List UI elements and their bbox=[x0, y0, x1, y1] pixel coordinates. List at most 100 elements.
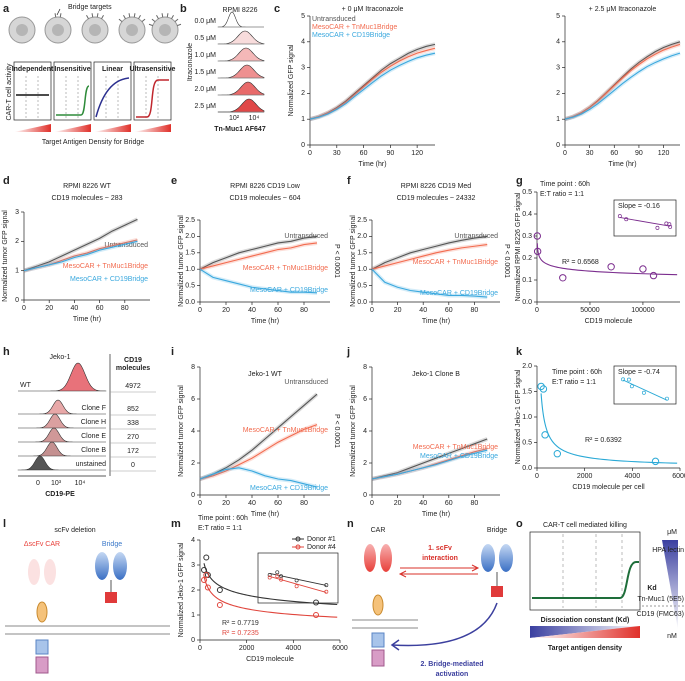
mode-frame bbox=[13, 61, 52, 121]
panel-letter: c bbox=[274, 3, 280, 15]
step2: 2. Bridge-mediated bbox=[420, 661, 483, 668]
y-tick-label: 0.0 bbox=[522, 465, 532, 472]
unit: μM bbox=[667, 529, 677, 536]
mode-title: Independent bbox=[12, 66, 54, 73]
x-tick-label: 40 bbox=[71, 305, 79, 312]
line bbox=[309, 47, 436, 120]
x-tick-label: 0 bbox=[198, 645, 202, 652]
legend-entry: MesoCAR + CD19Bridge bbox=[420, 453, 498, 460]
x-label: CD19 molecule per cell bbox=[572, 484, 645, 491]
x-tick-label: 0 bbox=[198, 500, 202, 507]
line bbox=[199, 242, 318, 270]
inset-point bbox=[324, 589, 329, 594]
inset-point bbox=[626, 377, 631, 382]
nucleus bbox=[16, 24, 28, 36]
guides bbox=[145, 76, 159, 120]
mode-title: Insensitive bbox=[54, 66, 90, 73]
panel-letter: n bbox=[347, 518, 354, 530]
y-tick-label: 0.0 bbox=[522, 299, 532, 306]
legend-entry: Untransduced bbox=[104, 242, 148, 249]
bridge-domain bbox=[95, 552, 109, 580]
panel-letter: l bbox=[3, 518, 6, 530]
ligand: Tn-Muc1 (5E5) bbox=[637, 596, 684, 603]
legend-entry: Untransduced bbox=[454, 233, 498, 240]
y-tick-label: 2.0 bbox=[185, 233, 195, 240]
inset-point bbox=[621, 377, 625, 382]
x-tick-label: 80 bbox=[300, 307, 308, 314]
legend-entry: MesoCAR + TnMuc1Bridge bbox=[413, 444, 498, 451]
histogram bbox=[217, 98, 265, 113]
chart-subtitle: CD19 molecules ~ 604 bbox=[229, 195, 300, 202]
legend-entry: MesoCAR + CD19Bridge bbox=[250, 485, 328, 492]
annotation: Time point : 60h bbox=[198, 515, 248, 522]
bridge-tag bbox=[105, 592, 117, 603]
y-tick-label: 0.5 bbox=[522, 439, 532, 446]
guides bbox=[65, 76, 79, 120]
legend-entry: MesoCAR + CD19Bridge bbox=[250, 287, 328, 294]
x-tick-label: 0 bbox=[370, 500, 374, 507]
target bbox=[148, 23, 153, 27]
point bbox=[651, 457, 660, 466]
point bbox=[559, 274, 567, 282]
y-tick-label: 2.5 bbox=[357, 217, 367, 224]
legend-entry: Untransduced bbox=[284, 233, 328, 240]
car-label: CAR bbox=[371, 527, 386, 534]
histogram bbox=[217, 81, 265, 96]
legend-entry: MesoCAR + CD19Bridge bbox=[312, 32, 390, 39]
density-wedge bbox=[94, 124, 131, 132]
panel-b: RPMI 8226 Itraconazole 10² 10⁴ Tn-Muc1 A… bbox=[187, 7, 266, 133]
legend-entry: MesoCAR + TnMuc1Bridge bbox=[413, 259, 498, 266]
point bbox=[649, 271, 658, 280]
x-tick-label: 0 bbox=[22, 305, 26, 312]
point bbox=[216, 587, 223, 593]
y-tick-label: 0 bbox=[15, 297, 19, 304]
y-label: Normalized tumor GFP signal bbox=[178, 385, 185, 477]
legend-entry: MesoCAR + CD19Bridge bbox=[420, 290, 498, 297]
chart-title: Jeko-1 Clone B bbox=[412, 371, 460, 378]
annotation: E:T ratio = 1:1 bbox=[540, 191, 584, 198]
inset-point bbox=[667, 222, 672, 227]
y-tick-label: 6 bbox=[363, 396, 367, 403]
target bbox=[156, 15, 159, 20]
frame bbox=[529, 531, 641, 611]
mode-plots: Independent Insensitive Linear Ultrasensiti… bbox=[12, 61, 176, 132]
line bbox=[371, 244, 488, 270]
x-tick-label: 50000 bbox=[580, 307, 600, 314]
inset-frame bbox=[257, 552, 339, 604]
row-count: 0 bbox=[131, 462, 135, 469]
y-tick-label: 8 bbox=[191, 364, 195, 371]
density-wedge bbox=[54, 124, 91, 132]
ligand: HPA lectin bbox=[652, 547, 684, 554]
density-bar bbox=[530, 626, 640, 638]
chart-title: RPMI 8226 CD19 Low bbox=[230, 183, 301, 190]
ghost-scfv bbox=[44, 559, 56, 585]
x-tick-label: 0 bbox=[535, 473, 539, 480]
fit-curve bbox=[203, 576, 338, 618]
level-label: 2.5 μM bbox=[194, 103, 216, 110]
y-tick-label: 4 bbox=[363, 428, 367, 435]
chart: 0 1 2 3 0 20 40 60 80 Time (hr) Normalized tumor G… bbox=[2, 183, 150, 323]
line bbox=[23, 218, 138, 272]
y-tick-label: 8 bbox=[363, 364, 367, 371]
title: RPMI 8226 bbox=[222, 7, 257, 14]
significance: P < 0.0001 bbox=[333, 414, 340, 448]
panel-l: scFv deletion ΔscFv CAR Bridge bbox=[5, 527, 170, 674]
y-tick-label: 2.0 bbox=[522, 363, 532, 370]
panel-letter: a bbox=[3, 3, 10, 15]
histogram bbox=[18, 441, 106, 457]
y-tick-label: 0 bbox=[301, 142, 305, 149]
panel-letter: k bbox=[516, 346, 523, 358]
x-tick-label: 0 bbox=[535, 307, 539, 314]
y-tick-label: 1 bbox=[301, 116, 305, 123]
legend-entry: MesoCAR + TnMuc1Bridge bbox=[312, 24, 397, 31]
line bbox=[371, 449, 488, 480]
y-tick-label: 0.5 bbox=[185, 282, 195, 289]
target bbox=[174, 18, 179, 23]
x-label: Dissociation constant (Kd) bbox=[541, 617, 630, 624]
chart-title: RPMI 8226 CD19 Med bbox=[401, 183, 472, 190]
hinge bbox=[372, 594, 384, 616]
x-tick-label: 10⁴ bbox=[75, 480, 86, 487]
inset-point bbox=[617, 214, 622, 219]
row-label: unstained bbox=[76, 461, 106, 468]
inset-point bbox=[267, 575, 272, 580]
